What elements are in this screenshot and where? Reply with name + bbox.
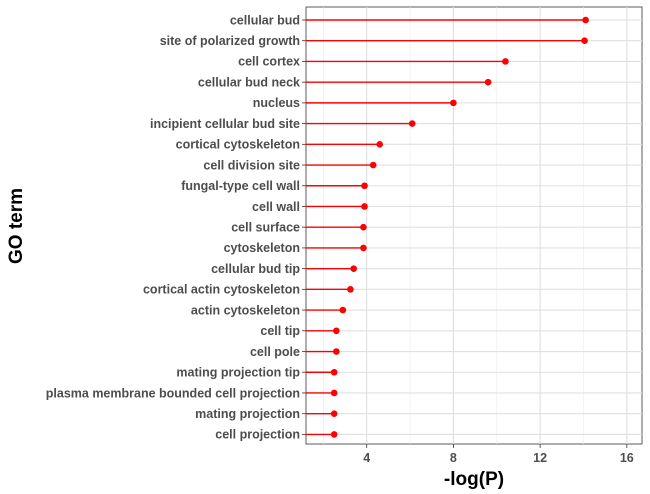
lollipop-point [330,410,338,417]
y-tick-label: cell projection [215,428,300,442]
y-tick-label: cortical cytoskeleton [176,138,300,152]
y-tick-label: cell wall [252,200,300,214]
x-tick-labels: 4 8 12 16 [363,444,634,465]
x-axis-title: -log(P) [444,469,504,490]
lollipop-point [369,161,377,169]
y-tick-labels: cellular bud site of polarized growth cell… [46,13,306,442]
y-tick-label: mating projection [195,407,300,421]
x-tick-label: 12 [533,451,547,465]
lollipop-point [333,327,340,335]
y-tick-label: cell division site [203,158,300,172]
y-tick-label: site of polarized growth [160,34,300,48]
y-tick-label: cellular bud tip [211,262,300,276]
y-tick-label: cell pole [250,345,300,359]
plot-panel [305,6,643,445]
lollipop-point [350,265,357,272]
y-tick-label: cytoskeleton [224,241,300,255]
lollipop-point [450,99,457,107]
lollipop-point [330,389,338,397]
x-tick-label: 16 [620,451,634,465]
y-tick-label: cortical actin cytoskeleton [143,283,300,297]
y-axis-title: GO term [6,188,27,264]
y-tick-label: incipient cellular bud site [150,117,300,131]
y-tick-label: cell surface [231,221,300,235]
x-tick-label: 4 [363,451,370,465]
y-tick-label: cellular bud neck [198,75,300,89]
y-tick-label: mating projection tip [176,366,300,380]
lollipop-point [333,348,340,355]
lollipop-point [360,223,367,231]
lollipop-point [581,37,588,45]
lollipop-point [361,182,368,190]
lollipop-point [330,368,338,376]
lollipop-point [484,78,492,86]
lollipop-point [339,306,347,314]
y-tick-label: fungal-type cell wall [181,179,300,193]
y-tick-label: nucleus [253,96,300,110]
y-tick-label: cellular bud [230,13,300,27]
x-tick-label: 8 [450,451,457,465]
lollipop-point [330,431,338,438]
lollipop-point [360,244,367,252]
y-tick-label: cell tip [260,324,300,338]
lollipop-points [330,16,589,438]
lollipop-point [582,16,589,24]
lollipop-point [347,286,354,293]
lollipop-point [502,58,509,65]
lollipop-point [376,141,384,148]
y-tick-label: plasma membrane bounded cell projection [46,386,300,400]
lollipop-point [361,203,368,210]
lollipop-stems [306,19,586,436]
y-tick-label: cell cortex [238,55,300,69]
y-tick-label: actin cytoskeleton [191,303,300,317]
lollipop-point [408,120,416,127]
